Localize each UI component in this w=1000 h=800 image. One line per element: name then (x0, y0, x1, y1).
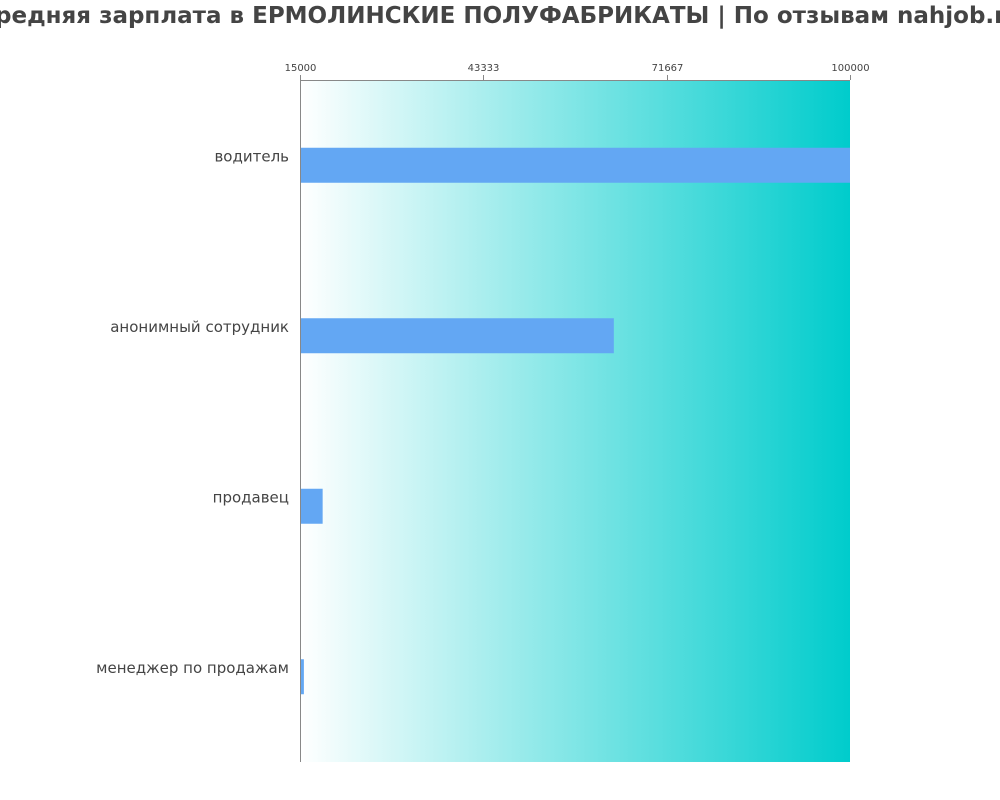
x-ticks-group: 15000 43333 71667 100000 (285, 63, 870, 80)
category-label-3: продавец (213, 488, 289, 506)
x-tick-label-3: 71667 (652, 63, 684, 74)
bar-2 (300, 318, 614, 354)
plot-background (300, 80, 850, 762)
category-labels-group: водитель анонимный сотрудник продавец менед… (96, 147, 289, 677)
x-tick-label-4: 100000 (831, 63, 869, 74)
category-label-1: водитель (214, 147, 289, 165)
bar-4 (300, 659, 304, 695)
category-label-4: менеджер по продажам (96, 659, 289, 677)
x-tick-label-1: 15000 (285, 63, 317, 74)
bar-3 (300, 488, 323, 524)
category-label-2: анонимный сотрудник (110, 318, 289, 336)
bars-group (300, 147, 850, 695)
x-tick-label-2: 43333 (468, 63, 500, 74)
bar-1 (300, 147, 850, 183)
chart-title: Средняя зарплата в ЕРМОЛИНСКИЕ ПОЛУФАБРИ… (0, 3, 1000, 29)
